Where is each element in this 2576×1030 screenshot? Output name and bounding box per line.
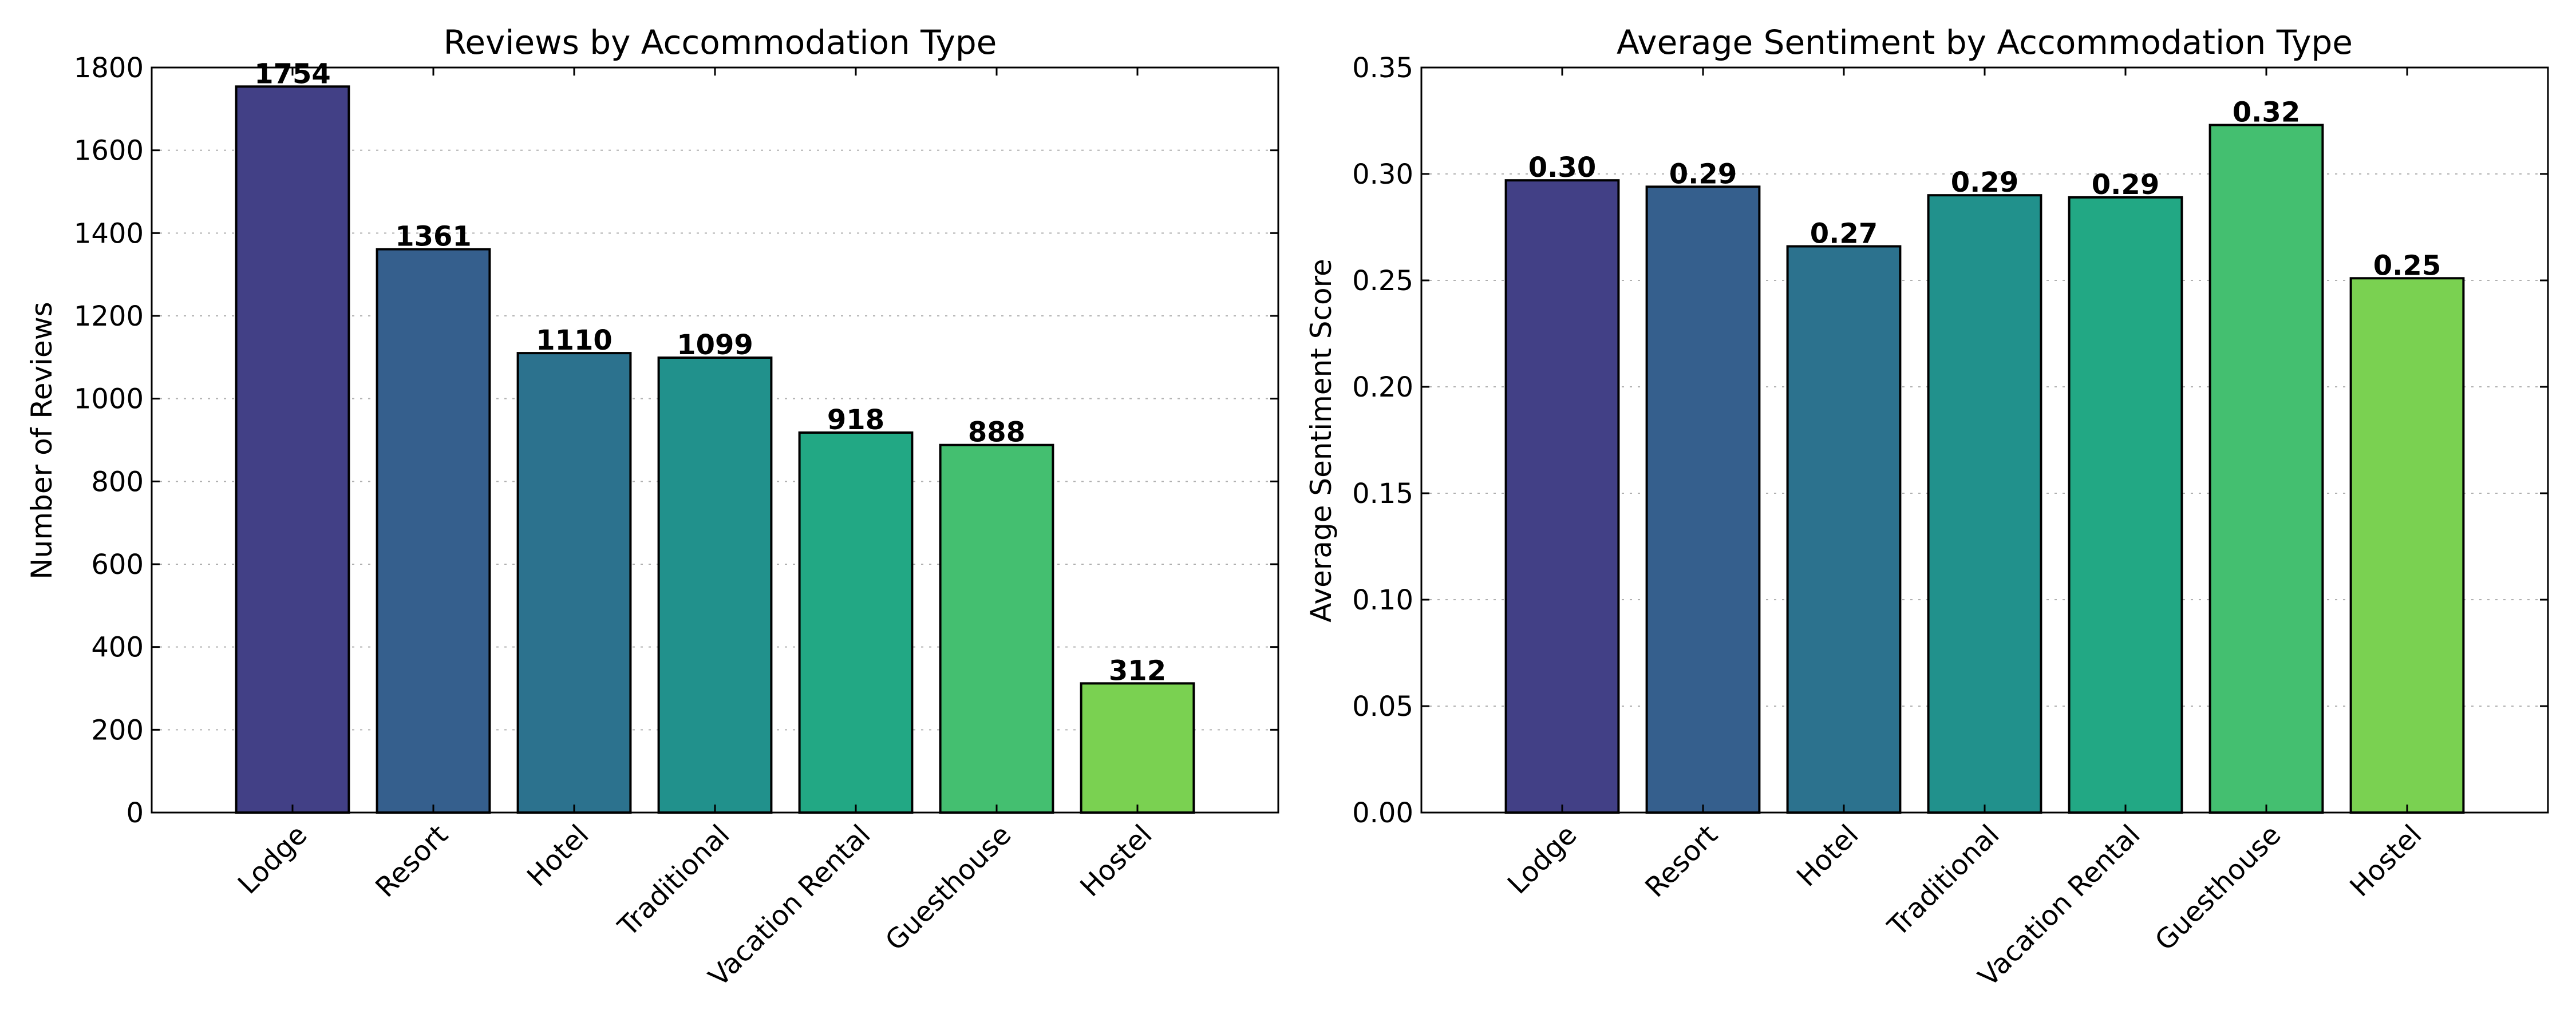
y-tick-label: 1600	[74, 135, 144, 167]
y-tick-label: 0.20	[1352, 371, 1413, 403]
x-tick-label: Lodge	[1502, 819, 1583, 901]
x-tick-label: Hotel	[521, 819, 595, 893]
y-axis-ticks: 0 200 400 600 800 1000 1200 1400 1600 1800	[74, 52, 1278, 829]
bar-traditional	[1927, 194, 2042, 814]
value-label: 1110	[536, 324, 613, 356]
chart-title: Average Sentiment by Accommodation Type	[1617, 23, 2353, 62]
bar-resort	[376, 248, 491, 814]
chart-sentiment-by-type: Average Sentiment by Accommodation Type …	[1305, 23, 2549, 993]
bar-hostel	[2349, 277, 2465, 814]
value-label: 0.29	[1669, 158, 1737, 190]
bars	[1504, 124, 2465, 814]
bar-resort	[1645, 185, 1761, 814]
x-tick-label: Resort	[1639, 819, 1724, 904]
chart-reviews-by-type: Reviews by Accommodation Type Number of …	[25, 23, 1279, 993]
value-label: 0.30	[1528, 152, 1596, 184]
x-tick-label: Traditional	[1881, 819, 2005, 943]
y-tick-label: 1800	[74, 52, 144, 84]
y-axis-label: Average Sentiment Score	[1305, 259, 1338, 623]
value-labels: 0.30 0.29 0.27 0.29 0.29 0.32 0.25	[1528, 96, 2441, 282]
y-tick-label: 1000	[74, 383, 144, 415]
x-tick-label: Traditional	[611, 819, 736, 943]
bar-vacation-rental	[798, 431, 914, 814]
value-label: 888	[968, 417, 1025, 449]
y-tick-label: 0.05	[1352, 691, 1413, 723]
value-label: 312	[1109, 655, 1166, 687]
y-tick-label: 1200	[74, 300, 144, 332]
value-label: 918	[827, 404, 884, 436]
value-label: 1099	[677, 329, 753, 361]
plot-frame	[1420, 66, 2549, 814]
bar-lodge	[1504, 179, 1620, 814]
x-tick-label: Guesthouse	[879, 819, 1018, 957]
y-tick-label: 1400	[74, 217, 144, 249]
bar-vacation-rental	[2068, 196, 2183, 814]
y-tick-label: 0.30	[1352, 159, 1413, 191]
y-tick-label: 400	[91, 632, 144, 664]
value-label: 0.29	[1951, 167, 2018, 199]
bar-lodge	[235, 85, 350, 814]
plot-frame	[151, 66, 1279, 814]
y-tick-label: 0	[126, 797, 144, 829]
x-tick-label: Resort	[369, 819, 454, 904]
bar-traditional	[657, 356, 773, 814]
value-label: 1754	[254, 58, 331, 90]
x-tick-label: Hostel	[2344, 819, 2428, 903]
y-tick-label: 0.25	[1352, 265, 1413, 297]
value-label: 0.25	[2373, 249, 2441, 282]
value-label: 0.27	[1810, 217, 1878, 249]
chart-title: Reviews by Accommodation Type	[444, 23, 997, 62]
x-tick-label: Hotel	[1791, 819, 1865, 893]
x-tick-label: Guesthouse	[2149, 819, 2287, 957]
bar-guesthouse	[2208, 124, 2324, 814]
bar-hostel	[1080, 682, 1195, 814]
y-tick-label: 800	[91, 466, 144, 498]
value-label: 0.32	[2233, 96, 2300, 128]
y-tick-label: 0.00	[1352, 797, 1413, 829]
y-tick-label: 0.10	[1352, 584, 1413, 616]
value-label: 1361	[395, 221, 472, 253]
y-tick-label: 0.35	[1352, 52, 1413, 84]
x-tick-label: Lodge	[232, 819, 314, 901]
bars	[235, 85, 1195, 814]
bar-guesthouse	[939, 443, 1054, 814]
value-label: 0.29	[2092, 169, 2159, 201]
y-axis-ticks: 0.00 0.05 0.10 0.15 0.20 0.25 0.30 0.35	[1352, 52, 2548, 829]
y-tick-label: 600	[91, 549, 144, 581]
x-tick-label: Hostel	[1074, 819, 1158, 903]
bar-hotel	[516, 352, 632, 814]
bar-hotel	[1786, 245, 1902, 814]
y-axis-label: Number of Reviews	[25, 302, 58, 579]
y-tick-label: 0.15	[1352, 478, 1413, 510]
y-tick-label: 200	[91, 714, 144, 746]
value-labels: 1754 1361 1110 1099 918 888 312	[254, 58, 1166, 687]
